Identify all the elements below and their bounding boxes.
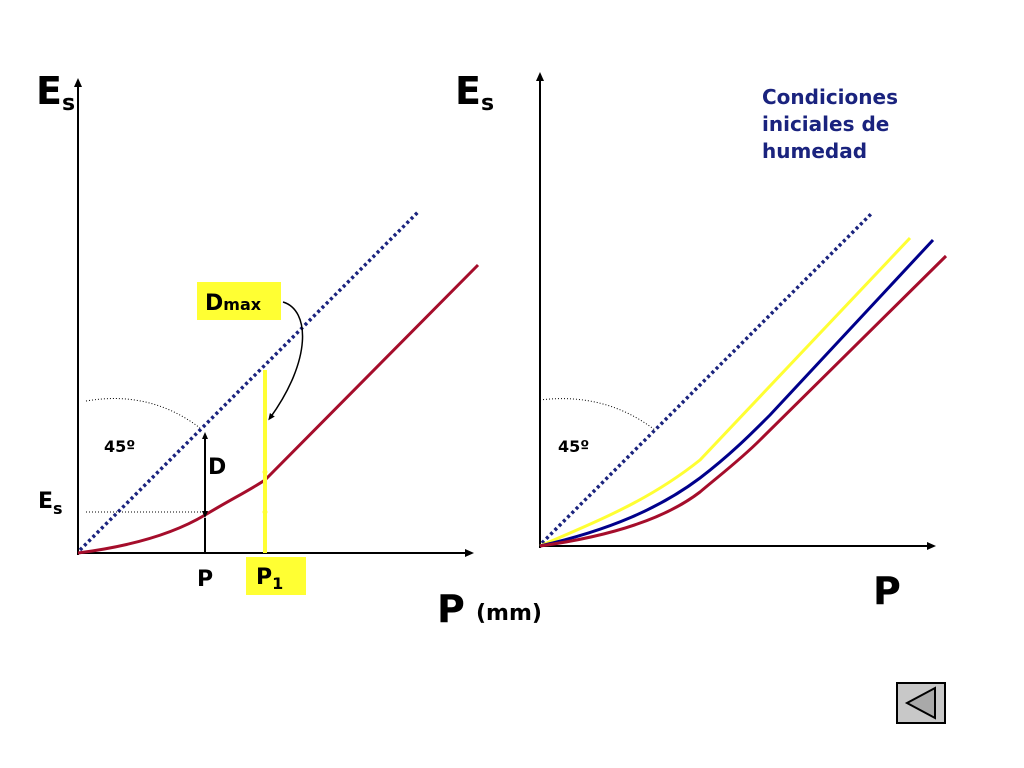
left-p1-marker-bottom	[262, 509, 268, 515]
p-tick-label: P	[197, 567, 213, 592]
right-angle-arc	[539, 398, 656, 431]
dmax-label-box	[197, 282, 281, 320]
left-p1-marker-top	[262, 469, 268, 475]
legend-line-2: iniciales de	[762, 112, 889, 136]
left-angle-label: 45º	[104, 437, 135, 456]
triangle-left-icon	[904, 686, 936, 720]
es-tick-label: Es	[38, 489, 63, 518]
dmax-label: Dmax	[205, 291, 262, 316]
legend-text: Condiciones iniciales de humedad	[762, 85, 905, 163]
right-blue-curve	[539, 238, 935, 548]
right-x-axis-label: P	[873, 569, 901, 613]
left-diagram: Dmax P1 Es 45º D Es P P (mm)	[36, 69, 542, 631]
left-45-degree-line	[78, 210, 420, 552]
left-x-axis-label: P	[437, 587, 465, 631]
p1-label: P1	[256, 565, 283, 593]
right-diagram: Es 45º P Condiciones iniciales de humeda…	[455, 69, 948, 613]
right-angle-label: 45º	[558, 437, 589, 456]
legend-line-3: humedad	[762, 139, 867, 163]
p1-label-box	[246, 557, 306, 595]
left-dmax-pointer-arrow	[268, 301, 304, 421]
left-x-axis-units: (mm)	[476, 601, 542, 626]
right-y-axis-label: Es	[455, 69, 494, 116]
back-button[interactable]	[896, 682, 946, 724]
legend-line-1: Condiciones	[762, 85, 898, 109]
d-label: D	[208, 455, 226, 480]
left-angle-arc	[85, 398, 201, 429]
right-yellow-curve	[539, 236, 912, 548]
right-red-curve	[539, 254, 948, 548]
left-y-axis-label: Es	[36, 69, 75, 116]
